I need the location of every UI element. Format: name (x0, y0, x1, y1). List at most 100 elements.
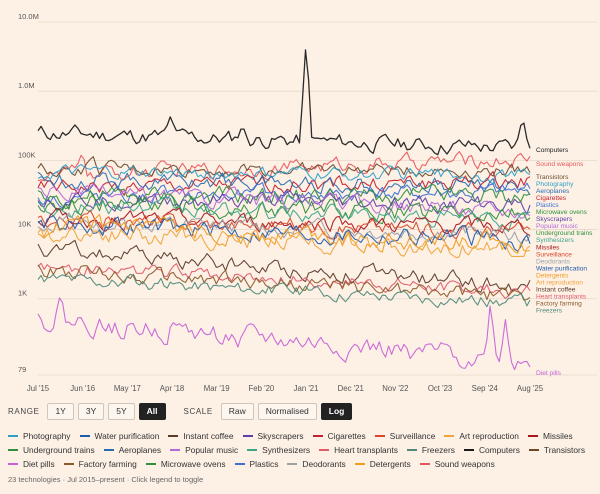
legend-label: Plastics (249, 459, 279, 469)
legend-swatch (463, 449, 474, 451)
legend-label: Water purification (94, 431, 160, 441)
legend-item-instant-coffee[interactable]: Instant coffee (168, 430, 234, 442)
legend-label: Heart transplants (334, 445, 398, 455)
series-line-photography (37, 163, 531, 185)
footer-note: 23 technologies · Jul 2015–present · Cli… (8, 475, 204, 484)
legend-label: Sound weapons (434, 459, 495, 469)
legend-swatch (374, 435, 385, 437)
legend-item-art-reproduction[interactable]: Art reproduction (444, 430, 519, 442)
scale-normalised-button[interactable]: Normalised (257, 402, 317, 420)
end-label-missiles: Missiles (536, 244, 560, 251)
y-tick-label: 100K (18, 150, 36, 159)
legend-label: Detergents (369, 459, 411, 469)
legend-label: Surveillance (389, 431, 436, 441)
legend-item-photography[interactable]: Photography (8, 430, 71, 442)
range-label: RANGE (8, 406, 40, 416)
legend-item-freezers[interactable]: Freezers (406, 444, 455, 456)
end-label-diet-pills: Diet pills (536, 370, 562, 377)
legend-label: Art reproduction (459, 431, 519, 441)
end-label-aeroplanes: Aeroplanes (536, 188, 570, 195)
legend-label: Missiles (542, 431, 573, 441)
y-tick-label: 79 (18, 365, 26, 374)
series-line-plastics (37, 182, 531, 209)
legend-item-diet-pills[interactable]: Diet pills (8, 458, 55, 470)
legend-label: Deodorants (302, 459, 346, 469)
chart-legend: Photography Water purification Instant cof… (8, 428, 596, 470)
legend-item-surveillance[interactable]: Surveillance (374, 430, 436, 442)
y-tick-label: 1.0M (18, 81, 35, 90)
legend-swatch (247, 449, 258, 451)
x-tick-label: Feb '20 (248, 384, 274, 393)
series-line-skyscrapers (37, 190, 531, 215)
trend-chart: 10.0M 1.0M 100K 10K 1K 79 Jul '15 Jun '16 May '1… (18, 12, 597, 393)
legend-swatch (8, 435, 18, 437)
end-label-art-reproduction: Art reproduction (536, 280, 583, 287)
legend-label: Diet pills (23, 459, 55, 469)
legend-swatch (319, 449, 330, 451)
legend-swatch (145, 463, 156, 465)
legend-swatch (354, 463, 365, 465)
series-line-synthesizers (37, 196, 531, 233)
range-3y-button[interactable]: 3Y (77, 402, 105, 420)
x-tick-label: Jul '15 (27, 384, 50, 393)
legend-swatch (444, 435, 455, 437)
range-all-button[interactable]: All (138, 402, 166, 420)
end-label-popular-music: Popular music (536, 223, 578, 230)
legend-item-synthesizers[interactable]: Synthesizers (247, 444, 310, 456)
series-line-detergents (37, 213, 531, 254)
range-1y-button[interactable]: 1Y (47, 402, 74, 420)
legend-swatch (8, 449, 18, 451)
x-tick-label: Sep '24 (472, 384, 499, 393)
legend-label: Cigarettes (327, 431, 366, 441)
legend-item-underground-trains[interactable]: Underground trains (8, 444, 95, 456)
legend-item-water-purification[interactable]: Water purification (79, 430, 160, 442)
legend-item-plastics[interactable]: Plastics (234, 458, 279, 470)
legend-item-transistors[interactable]: Transistors (528, 444, 585, 456)
end-label-underground-trains: Underground trains (536, 230, 593, 237)
legend-item-skyscrapers[interactable]: Skyscrapers (242, 430, 304, 442)
end-label-surveillance: Surveillance (536, 251, 572, 258)
legend-swatch (406, 449, 417, 451)
legend-item-popular-music[interactable]: Popular music (170, 444, 238, 456)
scale-log-button[interactable]: Log (320, 402, 353, 420)
legend-label: Skyscrapers (257, 431, 304, 441)
series-line-art-reproduction (37, 226, 531, 259)
end-label-synthesizers: Synthesizers (536, 237, 574, 244)
range-5y-button[interactable]: 5Y (108, 402, 135, 420)
legend-swatch (168, 435, 179, 437)
legend-label: Factory farming (78, 459, 137, 469)
range-options: 1Y 3Y 5Y All (47, 402, 169, 420)
legend-swatch (287, 463, 298, 465)
y-tick-label: 10K (18, 220, 31, 229)
x-tick-label: Mar '19 (204, 384, 230, 393)
x-tick-label: Aug '25 (517, 384, 544, 393)
scale-raw-button[interactable]: Raw (220, 402, 254, 420)
legend-swatch (103, 449, 114, 451)
end-label-sound-weapons: Sound weapons (536, 161, 584, 168)
legend-swatch (419, 463, 430, 465)
series-line-sound-weapons (37, 151, 531, 182)
legend-item-microwave-ovens[interactable]: Microwave ovens (145, 458, 226, 470)
end-label-plastics: Plastics (536, 202, 559, 209)
scale-options: Raw Normalised Log (220, 402, 357, 420)
legend-item-cigarettes[interactable]: Cigarettes (312, 430, 366, 442)
legend-item-aeroplanes[interactable]: Aeroplanes (103, 444, 161, 456)
scale-label: SCALE (183, 406, 213, 416)
x-tick-label: Nov '22 (382, 384, 408, 393)
end-label-skyscrapers: Skyscrapers (536, 216, 573, 223)
legend-swatch (528, 449, 539, 451)
legend-item-detergents[interactable]: Detergents (354, 458, 411, 470)
legend-label: Freezers (421, 445, 455, 455)
legend-item-missiles[interactable]: Missiles (527, 430, 573, 442)
legend-item-heart-transplants[interactable]: Heart transplants (319, 444, 398, 456)
legend-item-sound-weapons[interactable]: Sound weapons (419, 458, 495, 470)
x-tick-label: May '17 (114, 384, 141, 393)
legend-label: Computers (478, 445, 520, 455)
legend-item-factory-farming[interactable]: Factory farming (63, 458, 137, 470)
legend-item-deodorants[interactable]: Deodorants (287, 458, 346, 470)
legend-item-computers[interactable]: Computers (463, 444, 520, 456)
series-line-diet-pills (37, 297, 531, 371)
legend-swatch (242, 435, 253, 437)
legend-swatch (234, 463, 245, 465)
end-label-water-purification: Water purification (536, 265, 587, 272)
